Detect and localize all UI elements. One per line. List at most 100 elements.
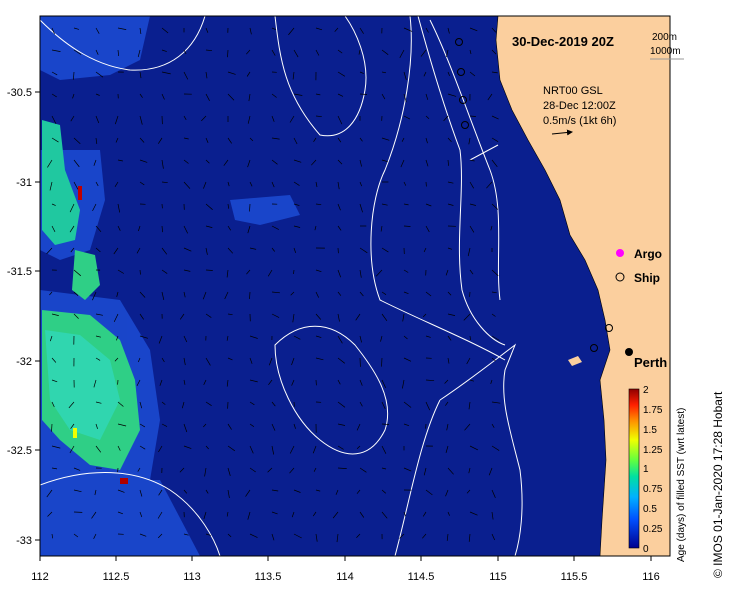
- current-vector: [491, 511, 494, 520]
- current-vector: [271, 225, 279, 230]
- current-vector: [46, 247, 53, 255]
- x-tick-label: 115: [489, 571, 507, 583]
- current-vector: [380, 225, 383, 232]
- current-vector: [447, 159, 449, 166]
- current-vector: [425, 335, 431, 338]
- current-vector: [356, 445, 361, 450]
- current-vector: [447, 27, 450, 34]
- current-vector: [51, 445, 61, 449]
- current-vector: [358, 49, 361, 55]
- current-vector: [179, 467, 185, 473]
- current-vector: [446, 423, 449, 431]
- current-vector: [337, 313, 340, 322]
- current-vector: [403, 291, 409, 295]
- x-tick-label: 115.5: [561, 571, 588, 583]
- current-vector: [137, 467, 141, 472]
- current-vector: [139, 181, 145, 186]
- colorbar-label: Age (days) of filled SST (wrt latest): [676, 408, 687, 562]
- current-vector: [183, 423, 188, 433]
- current-vector: [227, 71, 236, 75]
- x-axis-labels: 112 112.5 113 113.5 114 114.5 115 115.5 …: [31, 571, 660, 583]
- current-vector: [315, 27, 323, 31]
- current-vector: [246, 71, 251, 77]
- current-vector: [139, 335, 148, 339]
- current-vector: [161, 269, 168, 274]
- ship-marker-icon: [615, 272, 625, 282]
- current-vector: [336, 533, 339, 543]
- current-vector: [487, 93, 493, 101]
- y-tick-label: -32.5: [7, 445, 32, 457]
- current-vector: [70, 423, 75, 429]
- current-vector: [469, 379, 475, 382]
- current-vector: [205, 93, 210, 101]
- current-vector: [271, 27, 277, 31]
- current-vector: [116, 335, 119, 341]
- current-vector: [69, 445, 75, 454]
- current-vector: [443, 115, 449, 122]
- current-vector: [73, 313, 79, 319]
- current-vector: [245, 489, 251, 497]
- current-vector: [381, 489, 387, 494]
- current-vector: [423, 247, 427, 253]
- current-vector: [249, 137, 254, 142]
- current-vector: [161, 27, 169, 34]
- current-vector: [271, 115, 275, 122]
- current-vector: [114, 181, 119, 187]
- current-vector: [227, 247, 234, 254]
- current-vector: [205, 247, 208, 255]
- current-vector: [205, 49, 213, 52]
- current-vector: [205, 533, 211, 536]
- current-vector: [224, 291, 229, 300]
- current-vector: [51, 379, 58, 383]
- current-vector: [117, 27, 127, 30]
- current-vector: [359, 401, 363, 407]
- current-vector: [293, 203, 300, 206]
- colorbar-tick: 2: [643, 385, 649, 396]
- current-vector: [51, 357, 57, 363]
- current-vector: [271, 181, 275, 188]
- current-vector: [73, 49, 82, 55]
- current-vector: [139, 93, 143, 98]
- current-vector: [420, 49, 427, 57]
- current-vector: [205, 269, 213, 271]
- current-vectors: [46, 27, 501, 543]
- current-vector: [268, 357, 273, 366]
- current-vector: [246, 269, 251, 275]
- current-vector: [205, 445, 209, 450]
- current-vector: [139, 115, 143, 125]
- current-vector: [315, 93, 321, 96]
- current-vector: [293, 159, 302, 163]
- current-vector: [422, 313, 427, 318]
- current-vector: [203, 181, 207, 189]
- current-vector: [47, 511, 53, 517]
- current-vector: [359, 335, 362, 343]
- current-vector: [381, 357, 383, 367]
- current-vector: [203, 511, 207, 520]
- current-vector: [315, 49, 320, 56]
- current-vector: [183, 71, 189, 80]
- current-vector: [271, 445, 275, 455]
- current-vector: [466, 357, 471, 365]
- current-vector: [403, 467, 412, 472]
- current-vector: [161, 291, 165, 300]
- current-vector: [73, 181, 79, 190]
- current-vector: [425, 225, 430, 233]
- current-vector: [469, 445, 479, 451]
- ship-track-markers: [455, 38, 613, 352]
- current-vector: [249, 247, 257, 250]
- current-vector: [94, 489, 97, 496]
- current-vector: [401, 137, 405, 142]
- current-vector: [51, 423, 53, 432]
- current-vector: [117, 401, 124, 407]
- current-vector: [381, 401, 386, 410]
- current-vector: [381, 291, 387, 295]
- current-vector: [291, 379, 295, 386]
- current-vector: [381, 137, 390, 141]
- current-vector: [356, 489, 361, 494]
- current-vector: [51, 93, 57, 98]
- current-vector: [315, 313, 322, 320]
- current-vector: [138, 225, 141, 232]
- current-product-label: NRT00 GSL: [543, 85, 603, 97]
- current-vector: [51, 71, 58, 76]
- current-vector: [226, 269, 229, 278]
